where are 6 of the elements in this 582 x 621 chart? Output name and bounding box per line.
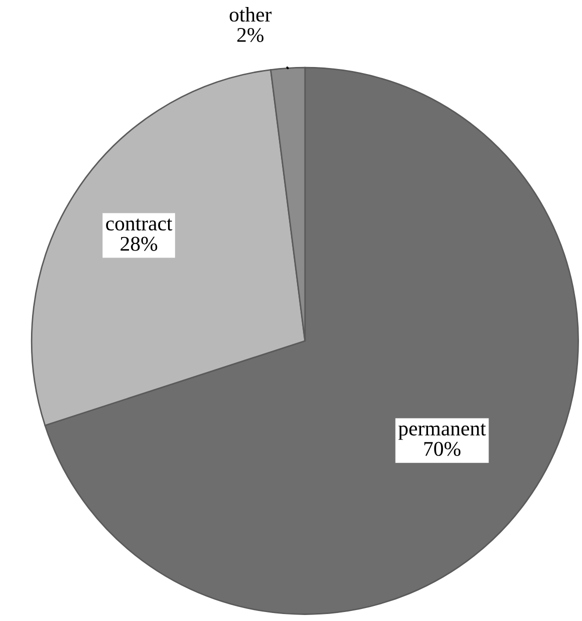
slice-label: permanent <box>398 424 486 440</box>
data-label: 70% <box>424 442 460 456</box>
slice-label: other <box>230 7 272 22</box>
slice-label: contract <box>106 218 172 231</box>
data-label: 28% <box>120 236 158 251</box>
data-label: 2% <box>237 28 264 42</box>
